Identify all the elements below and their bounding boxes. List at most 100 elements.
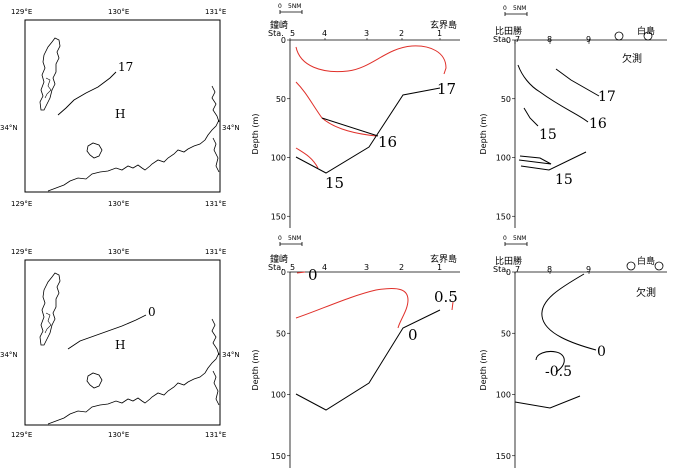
- map-bottom-lon-top-left: 129°E: [11, 248, 32, 256]
- contour-label: 15: [555, 172, 573, 188]
- contour-label: 15: [325, 174, 344, 192]
- scale-bar-label-right: 5NM: [513, 235, 526, 242]
- map-top-lat-left: 34°N: [0, 124, 18, 132]
- section-panel-4: 0 5NM 比田勝 白島 Sta. 7 8 9 0 50 100 150 Depth (m) 0 -0.5 欠…: [479, 235, 667, 468]
- scale-bar-label-left: 0: [503, 235, 507, 242]
- map-bottom-tsushima: [39, 272, 61, 346]
- missing-data-label: 欠測: [622, 52, 642, 65]
- section-panel-1: 0 5NM 鐘崎 玄界島 Sta. 5 4 3 2 1 0 50 100 150 Depth (m) 17 16…: [251, 3, 460, 228]
- contour-line-red: [295, 287, 409, 329]
- map-top-lon-bottom-left: 129°E: [11, 200, 32, 208]
- map-bottom-marker-h: H: [115, 338, 125, 352]
- y-tick-label: 150: [271, 212, 286, 221]
- station-label: 2: [399, 263, 404, 272]
- map-top-east-coast: [211, 85, 220, 123]
- map-bottom-lat-left: 34°N: [0, 351, 18, 359]
- map-bottom-lon-top-right: 131°E: [205, 248, 226, 256]
- map-bottom: 129°E 130°E 131°E 0 H 34°N 34°N 129°E 13…: [0, 248, 240, 439]
- station-label: 5: [290, 263, 295, 272]
- left-place-name: 比田勝: [495, 255, 522, 267]
- map-bottom-coastline: [47, 352, 220, 425]
- contour-label: 16: [589, 116, 607, 132]
- station-circle-icon: [614, 31, 624, 41]
- station-label: 9: [586, 265, 591, 274]
- map-top-lon-bottom-right: 131°E: [205, 200, 226, 208]
- y-tick-label: 150: [496, 212, 511, 221]
- station-label: 4: [322, 263, 327, 272]
- left-place-name: 鐘崎: [270, 253, 288, 265]
- map-bottom-iki: [86, 372, 103, 389]
- map-top-lat-right: 34°N: [222, 124, 240, 132]
- contour-line: [295, 309, 441, 411]
- map-top: 129°E 130°E 131°E 17 H 34°N 34°N 129°E 1…: [0, 8, 240, 208]
- map-bottom-isoline: [67, 314, 147, 350]
- section-panel-2: 0 5NM 比田勝 白島 Sta. 7 8 9 0 50 100 150 Depth (m) 17 16 15…: [479, 5, 667, 228]
- y-tick-label: 100: [271, 391, 286, 400]
- map-top-tsushima-detail: [44, 77, 52, 99]
- y-tick-label: 100: [496, 391, 511, 400]
- map-bottom-tsushima-detail: [44, 312, 52, 334]
- contour-line: [514, 395, 581, 409]
- right-place-name: 白島: [637, 255, 655, 267]
- y-tick-label: 50: [501, 329, 511, 338]
- right-place-name: 玄界島: [430, 253, 457, 265]
- y-tick-label: 150: [496, 452, 511, 461]
- station-prefix: Sta.: [268, 263, 284, 272]
- contour-line: [535, 351, 565, 373]
- map-top-isoline-label: 17: [118, 60, 133, 74]
- map-bottom-lat-right: 34°N: [222, 351, 240, 359]
- station-prefix: Sta.: [493, 35, 509, 44]
- scale-bar-label-right: 5NM: [513, 5, 526, 12]
- contour-label: 17: [437, 80, 456, 98]
- station-label: 3: [364, 29, 369, 38]
- y-tick-label: 50: [276, 95, 286, 104]
- contour-line-red: [295, 45, 447, 75]
- map-bottom-lon-bottom-left: 129°E: [11, 431, 32, 439]
- station-label: 5: [290, 29, 295, 38]
- contour-line: [520, 151, 587, 171]
- map-top-isoline: [57, 71, 117, 116]
- station-label: 8: [547, 35, 552, 44]
- contour-line: [523, 107, 539, 127]
- station-label: 4: [322, 29, 327, 38]
- station-prefix: Sta.: [268, 29, 284, 38]
- contour-label: 17: [598, 89, 616, 105]
- section-panel-3: 0 5NM 鐘崎 玄界島 Sta. 5 4 3 2 1 0 50 100 150 Depth (m) 0 0.5…: [251, 235, 460, 468]
- scale-bar-label-left: 0: [278, 235, 282, 242]
- map-top-tsushima: [39, 37, 61, 111]
- right-place-name: 白島: [637, 25, 655, 37]
- station-label: 7: [515, 265, 520, 274]
- right-place-name: 玄界島: [430, 19, 457, 31]
- contour-line: [295, 87, 441, 174]
- station-label: 1: [437, 263, 442, 272]
- map-bottom-frame: [24, 259, 221, 426]
- contour-label: 0: [308, 266, 318, 284]
- station-circle-icon: [654, 261, 664, 271]
- y-tick-label: 100: [271, 154, 286, 163]
- map-bottom-lon-bottom-mid: 130°E: [108, 431, 129, 439]
- y-tick-label: 0: [506, 36, 511, 45]
- map-top-marker-h: H: [115, 107, 125, 121]
- station-label: 7: [515, 35, 520, 44]
- contour-line-red: [296, 271, 306, 274]
- contour-label: 16: [378, 133, 397, 151]
- station-prefix: Sta.: [493, 265, 509, 274]
- map-bottom-lon-top-mid: 130°E: [108, 248, 129, 256]
- contour-line: [321, 117, 379, 137]
- map-bottom-lon-bottom-right: 131°E: [205, 431, 226, 439]
- station-label: 1: [437, 29, 442, 38]
- station-label: 3: [364, 263, 369, 272]
- y-tick-label: 50: [276, 329, 286, 338]
- contour-line-red: [295, 81, 377, 137]
- scale-bar-label-left: 0: [503, 5, 507, 12]
- y-tick-label: 0: [281, 36, 286, 45]
- y-tick-label: 0: [281, 268, 286, 277]
- map-bottom-east-coast: [211, 318, 220, 356]
- contour-label: 0.5: [434, 288, 458, 306]
- contour-line: [517, 64, 589, 123]
- map-top-iki: [86, 142, 103, 159]
- contour-line-red: [451, 301, 454, 311]
- map-top-lon-top-mid: 130°E: [108, 8, 129, 16]
